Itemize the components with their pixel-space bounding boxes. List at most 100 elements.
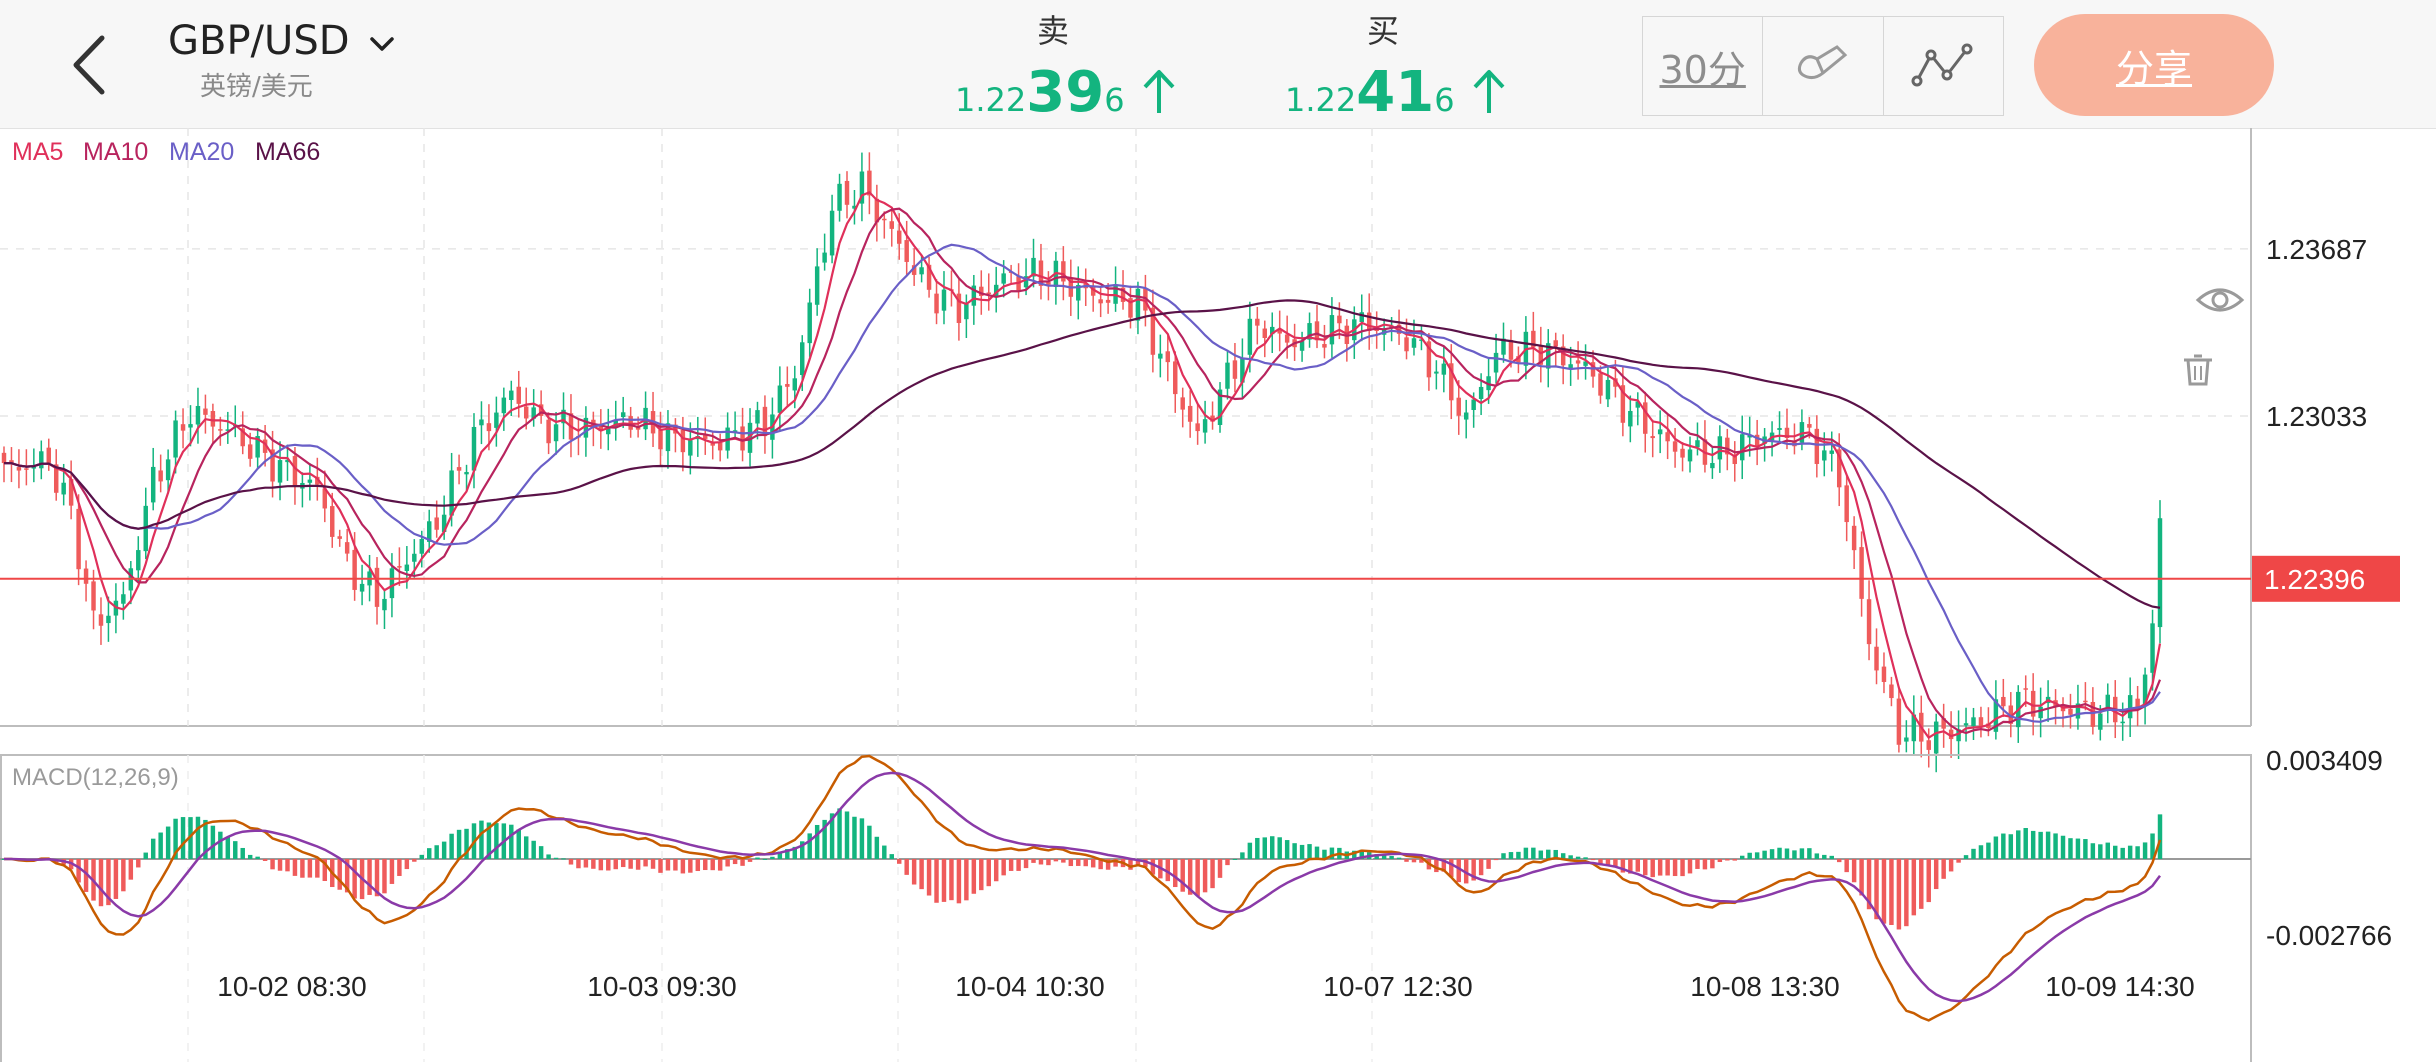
back-arrow-icon[interactable]	[62, 30, 122, 100]
macd-bar	[1277, 837, 1282, 859]
chevron-down-icon	[370, 37, 394, 51]
buy-price-pips: 41	[1356, 60, 1435, 125]
candle	[165, 449, 171, 494]
candle	[1657, 410, 1663, 454]
macd-bar	[2098, 844, 2103, 859]
candle	[1926, 728, 1931, 768]
macd-bar	[1449, 859, 1454, 878]
sell-price: 1.22396	[955, 60, 1179, 125]
macd-bar	[956, 859, 962, 904]
candle	[1366, 293, 1372, 350]
macd-bar	[98, 859, 104, 907]
candle	[829, 194, 835, 264]
macd-bar	[740, 859, 745, 866]
candle	[285, 444, 290, 481]
macd-lines	[4, 754, 2162, 1022]
macd-bar	[374, 859, 380, 897]
macd-bar	[1016, 859, 1021, 871]
candle	[1187, 390, 1193, 438]
macd-bar	[1710, 859, 1715, 869]
macd-bar	[635, 859, 641, 870]
macd-bar	[83, 859, 89, 892]
macd-bar	[1374, 854, 1379, 859]
interval-label: 30分	[1659, 47, 1746, 92]
trash-icon[interactable]	[2184, 354, 2212, 386]
macd-bar	[307, 859, 313, 878]
draw-tool-button[interactable]	[1763, 17, 1884, 115]
price-ytick: 1.23687	[2266, 234, 2367, 265]
indicator-button[interactable]	[1884, 17, 2003, 115]
interval-button[interactable]: 30分	[1643, 17, 1764, 115]
candle	[874, 184, 880, 242]
candle	[1874, 628, 1879, 685]
macd-bar	[1956, 859, 1961, 863]
macd-bar	[1859, 859, 1864, 896]
macd-bar	[1665, 859, 1670, 876]
indicator-line-icon	[1911, 43, 1973, 87]
candle	[1963, 707, 1969, 742]
macd-bar	[949, 859, 954, 901]
candle	[889, 208, 894, 247]
macd-ytick-top: 0.003409	[2266, 745, 2383, 776]
candle	[1076, 266, 1081, 320]
candle	[1695, 422, 1700, 456]
time-tick: 10-08 13:30	[1690, 971, 1839, 1002]
macd-bar	[717, 859, 723, 871]
macd-bar	[1008, 859, 1014, 871]
candle	[1881, 652, 1887, 694]
currency-pair-selector[interactable]: GBP/USD	[168, 18, 402, 64]
macd-bar	[583, 859, 589, 868]
eye-icon[interactable]	[2195, 288, 2245, 312]
legend-ma5: MA5	[12, 138, 63, 166]
macd-bar	[1933, 859, 1939, 890]
candle	[2105, 683, 2111, 724]
macd-bar	[1874, 859, 1879, 920]
candle	[926, 256, 932, 298]
candle	[993, 266, 999, 313]
macd-bar	[292, 859, 298, 876]
buy-price-fraction: 6	[1434, 81, 1455, 119]
time-tick: 10-03 09:30	[587, 971, 736, 1002]
macd-bar	[904, 859, 909, 875]
candle	[1404, 318, 1409, 360]
candle	[986, 273, 991, 311]
candle	[882, 211, 887, 239]
macd-panel: MACD(12,26,9) 0.003409 -0.002766	[0, 745, 2392, 1062]
candle	[1277, 310, 1282, 352]
sell-label: 卖	[1036, 12, 1069, 50]
macd-bar	[1486, 859, 1491, 869]
candle	[1851, 516, 1857, 570]
candle	[53, 449, 59, 501]
macd-bar	[143, 852, 148, 859]
macd-bar	[643, 859, 648, 867]
macd-bar	[344, 859, 350, 893]
macd-bar	[1598, 859, 1603, 866]
ma-line-ma5	[3, 191, 2162, 740]
macd-bar	[1061, 859, 1066, 863]
macd-bar	[665, 859, 671, 871]
candle	[941, 271, 947, 325]
macd-bar	[1404, 859, 1409, 862]
macd-bar	[1889, 859, 1894, 925]
macd-bar	[770, 856, 775, 859]
macd-bar	[1322, 849, 1327, 859]
candle	[1844, 475, 1849, 542]
macd-bar	[1851, 859, 1857, 883]
candle	[46, 438, 51, 471]
macd-bar	[1829, 855, 1834, 859]
macd-bar	[1381, 855, 1387, 859]
candle	[516, 370, 521, 418]
chart-area[interactable]: 1.22396 1.23687 1.23033 MA5 MA10 MA20 MA66 M…	[0, 128, 2436, 1062]
share-button[interactable]: 分享	[2034, 14, 2274, 116]
candle	[1262, 320, 1268, 358]
candle	[1792, 423, 1797, 455]
candle	[1978, 706, 1984, 738]
macd-bar	[1687, 859, 1693, 874]
candle	[1202, 400, 1208, 444]
macd-bar	[620, 859, 626, 868]
macd-bar	[1165, 859, 1171, 882]
macd-bar	[852, 816, 857, 859]
candle	[1210, 401, 1215, 430]
candles-group	[1, 152, 2163, 773]
macd-bar	[158, 832, 163, 859]
